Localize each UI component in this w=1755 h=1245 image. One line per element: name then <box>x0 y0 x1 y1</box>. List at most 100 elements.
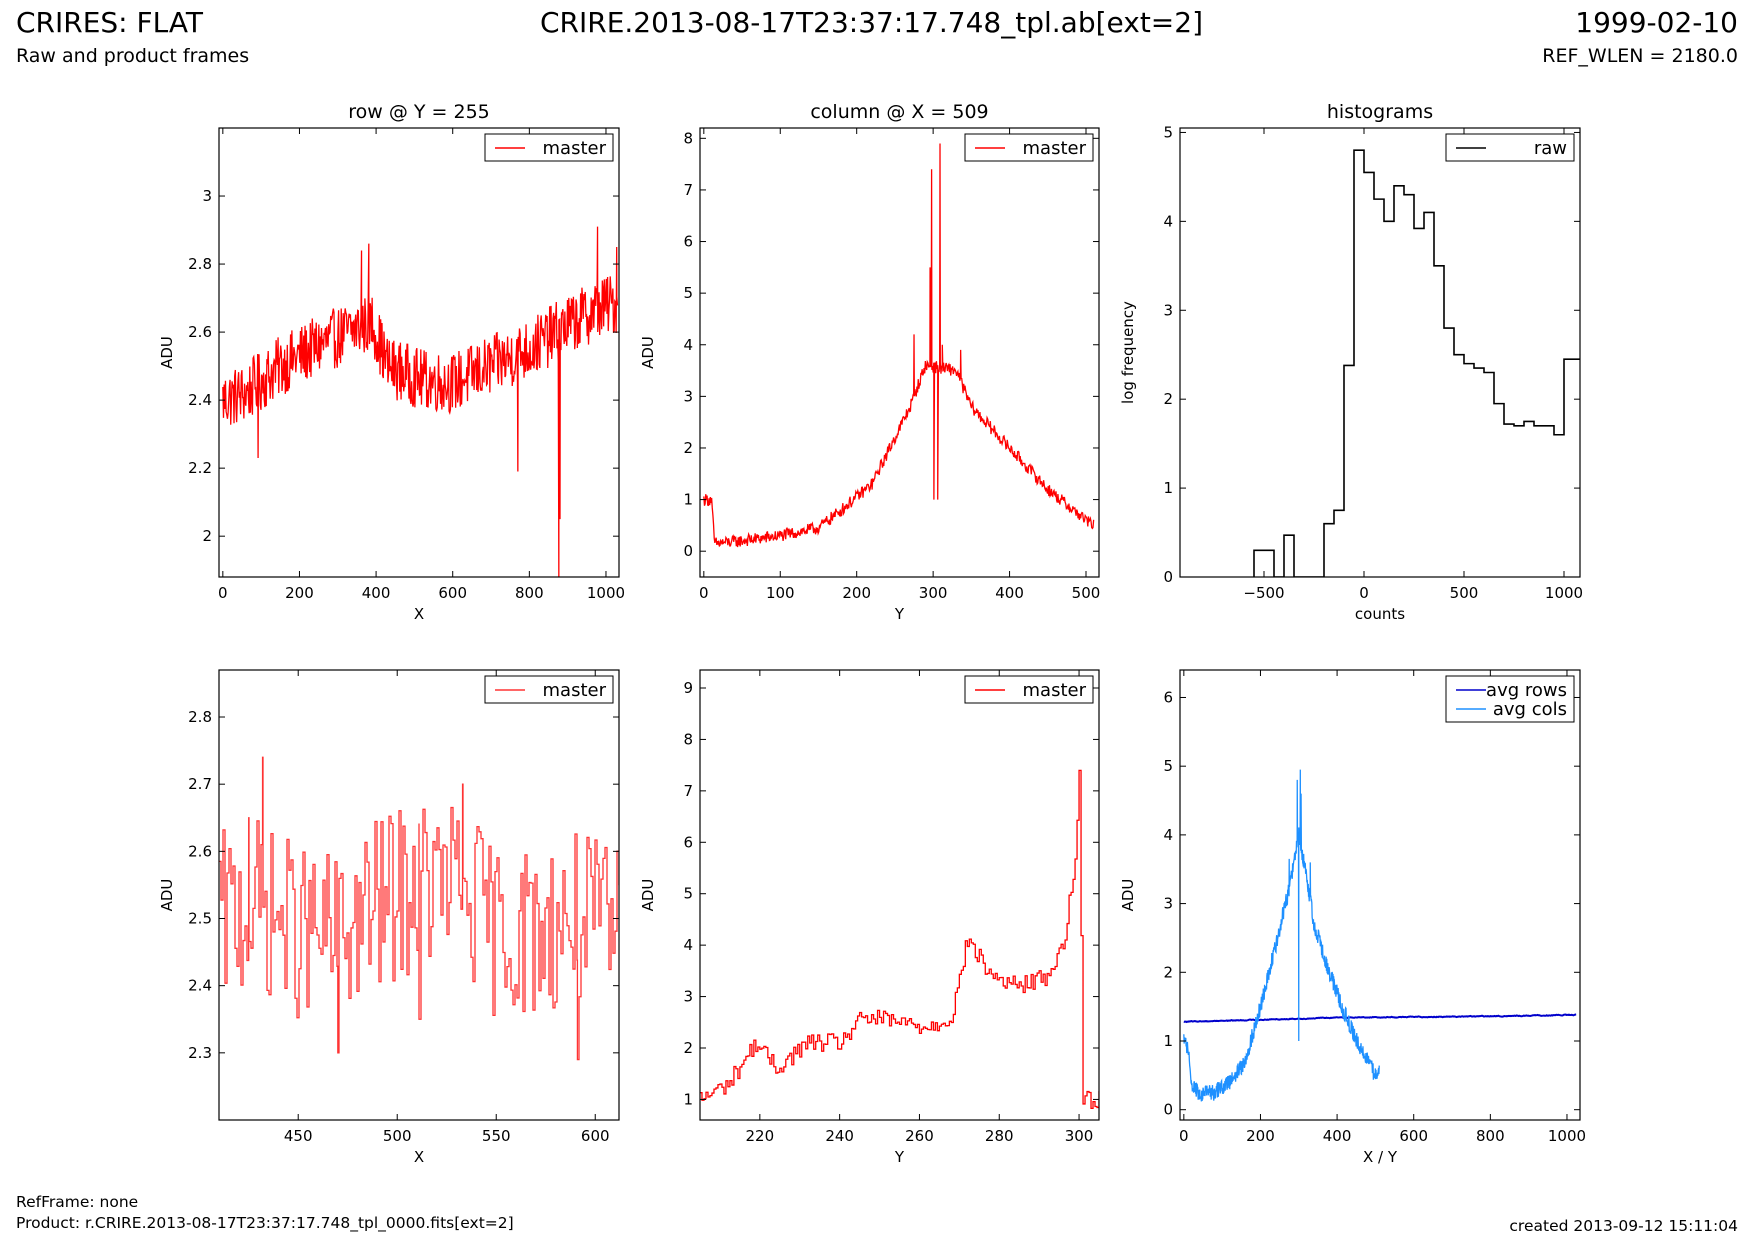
y-tick-label: 6 <box>683 833 693 851</box>
y-tick-label: 2.8 <box>188 708 212 726</box>
x-tick-label: 0 <box>699 584 709 602</box>
x-axis-label: Y <box>894 605 905 623</box>
y-tick-label: 2.7 <box>188 775 212 793</box>
y-tick-label: 2 <box>1163 390 1173 408</box>
y-tick-label: 1 <box>1163 479 1173 497</box>
chart-panel-2: 0 100 200 300 400 500 0 1 2 3 4 5 6 7 8 column @ X = 50… <box>639 101 1100 623</box>
x-axis-label: counts <box>1355 605 1405 623</box>
x-tick-label: 0 <box>1179 1127 1189 1145</box>
y-tick-label: 4 <box>683 336 693 354</box>
y-tick-label: 1 <box>683 1090 693 1108</box>
y-tick-label: 2.4 <box>188 391 212 409</box>
x-axis-label: X <box>414 1148 424 1166</box>
chart-legend: raw <box>1445 133 1575 162</box>
plot-frame <box>218 127 620 578</box>
y-tick-label: 5 <box>683 885 693 903</box>
chart-legend: master <box>484 133 614 162</box>
x-tick-label: 450 <box>284 1127 313 1145</box>
y-tick-label: 3 <box>683 387 693 405</box>
y-tick-label: 7 <box>683 782 693 800</box>
x-tick-label: 220 <box>746 1127 775 1145</box>
y-tick-label: 2.6 <box>188 323 212 341</box>
x-tick-label: 800 <box>515 584 544 602</box>
created-label: created 2013-09-12 15:11:04 <box>1509 1217 1738 1235</box>
y-tick-label: 2.2 <box>188 459 212 477</box>
y-tick-label: 5 <box>683 284 693 302</box>
chart-legend: master <box>964 133 1094 162</box>
chart-legend: master <box>484 675 614 704</box>
plot-area <box>703 143 1095 548</box>
y-axis-label: ADU <box>158 879 176 912</box>
y-tick-label: 2.8 <box>188 255 212 273</box>
y-tick-label: 3 <box>1163 895 1173 913</box>
chart-panel-1: 0 200 400 600 800 1000 2 2.2 2.4 2.6 2.8 3 row @ Y =… <box>158 101 625 623</box>
x-tick-label: 400 <box>362 584 391 602</box>
y-tick-label: 2 <box>683 439 693 457</box>
page-title: CRIRES: FLAT <box>16 6 203 39</box>
y-tick-label: 4 <box>683 936 693 954</box>
x-tick-label: 200 <box>285 584 314 602</box>
plot-area <box>219 756 619 1061</box>
x-axis-label: X / Y <box>1363 1148 1398 1166</box>
x-tick-label: 500 <box>383 1127 412 1145</box>
chart-title: row @ Y = 255 <box>348 101 490 123</box>
y-tick-label: 4 <box>1163 826 1173 844</box>
y-tick-label: 2.4 <box>188 977 212 995</box>
x-tick-label: 240 <box>825 1127 854 1145</box>
legend-label: avg rows <box>1486 680 1567 701</box>
chart-title: column @ X = 509 <box>810 101 988 123</box>
y-tick-label: 2 <box>1163 963 1173 981</box>
date-label: 1999-02-10 <box>1575 6 1738 39</box>
legend-label: avg cols <box>1493 699 1567 720</box>
x-tick-label: 500 <box>1450 584 1479 602</box>
legend-label: master <box>1023 138 1087 159</box>
y-tick-label: 3 <box>202 187 212 205</box>
plot-frame <box>699 669 1100 1121</box>
y-axis-label: ADU <box>158 336 176 369</box>
chart-panel-3: −500 0 500 1000 0 1 2 3 4 5 histograms counts log fr… <box>1119 101 1583 623</box>
x-tick-label: 260 <box>905 1127 934 1145</box>
y-tick-label: 2.6 <box>188 842 212 860</box>
y-tick-label: 0 <box>683 542 693 560</box>
y-tick-label: 2.3 <box>188 1044 212 1062</box>
x-tick-label: 1000 <box>1548 1127 1586 1145</box>
y-tick-label: 2 <box>202 527 212 545</box>
y-tick-label: 3 <box>683 988 693 1006</box>
legend-label: master <box>1023 680 1087 701</box>
x-tick-label: 280 <box>985 1127 1014 1145</box>
x-tick-label: 400 <box>995 584 1024 602</box>
x-tick-label: 1000 <box>1545 584 1583 602</box>
ref-wlen-label: REF_WLEN = 2180.0 <box>1542 45 1738 67</box>
x-tick-label: 400 <box>1323 1127 1352 1145</box>
legend-box <box>1445 675 1575 723</box>
file-name: CRIRE.2013-08-17T23:37:17.748_tpl.ab[ext… <box>540 6 1204 39</box>
y-tick-label: 0 <box>1163 568 1173 586</box>
y-axis-label: ADU <box>1119 879 1137 912</box>
y-tick-label: 1 <box>1163 1032 1173 1050</box>
x-tick-label: 800 <box>1476 1127 1505 1145</box>
histogram-series-raw <box>1253 149 1580 577</box>
y-tick-label: 3 <box>1163 301 1173 319</box>
x-tick-label: 600 <box>438 584 467 602</box>
x-tick-label: 1000 <box>587 584 625 602</box>
y-tick-label: 7 <box>683 181 693 199</box>
legend-label: master <box>543 680 607 701</box>
y-tick-label: 6 <box>1163 688 1173 706</box>
x-tick-label: 550 <box>482 1127 511 1145</box>
plot-area <box>700 769 1099 1110</box>
plot-area <box>222 226 619 577</box>
chart-title: histograms <box>1327 101 1433 123</box>
y-tick-label: 2.5 <box>188 910 212 928</box>
plot-frame <box>1179 127 1581 578</box>
y-tick-label: 5 <box>1163 123 1173 141</box>
chart-panel-4: 450 500 550 600 2.3 2.4 2.5 2.6 2.7 2.8 X ADU master <box>158 669 620 1166</box>
page-subtitle: Raw and product frames <box>16 45 250 67</box>
y-tick-label: 6 <box>683 233 693 251</box>
product-label: Product: r.CRIRE.2013-08-17T23:37:17.748… <box>16 1214 514 1232</box>
x-tick-label: 600 <box>1399 1127 1428 1145</box>
line-series-master <box>700 769 1099 1110</box>
chart-panel-6: 0 200 400 600 800 1000 0 1 2 3 4 5 6 X / Y ADU avg rows… <box>1119 669 1586 1166</box>
line-series-master <box>222 226 619 577</box>
y-tick-label: 9 <box>683 679 693 697</box>
